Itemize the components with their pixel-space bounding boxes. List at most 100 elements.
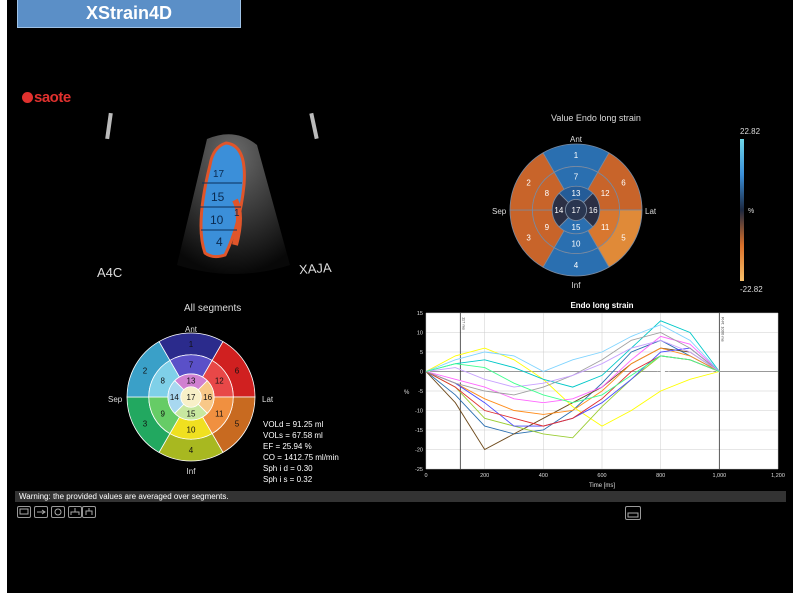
usb-icon[interactable]	[34, 506, 48, 518]
monitor-icon[interactable]	[17, 506, 31, 518]
bullseye-label-9: 9	[161, 409, 166, 418]
param-vols: VOLs = 67.58 ml	[263, 431, 323, 440]
bullseye-label-1: 1	[574, 151, 579, 160]
strain-series-10	[425, 324, 720, 372]
bullseye-label-16: 16	[203, 393, 212, 402]
bullseye-label-14: 14	[170, 393, 179, 402]
echo-segment-4: 4	[216, 235, 223, 249]
x-tick-label: 400	[539, 473, 548, 479]
bullseye-label-9: 9	[545, 223, 550, 232]
echo-segment-15: 15	[211, 190, 225, 204]
y-tick-label: 5	[420, 350, 423, 356]
param-vold: VOLd = 91.25 ml	[263, 420, 324, 429]
param-sphid: Sph i d = 0.30	[263, 464, 313, 473]
strain-series-13	[425, 355, 720, 404]
time-marker-label: R-R: 1000 ms	[720, 317, 725, 342]
x-tick-label: 200	[480, 473, 489, 479]
bullseye-label-7: 7	[189, 360, 194, 369]
bullseye-label-3: 3	[526, 233, 531, 242]
logo-dot-icon	[22, 92, 33, 103]
value-bullseye-sep-label: Sep	[492, 207, 507, 216]
bullseye-label-4: 4	[574, 261, 579, 270]
bullseye-label-12: 12	[215, 377, 224, 386]
bullseye-label-17: 17	[572, 206, 581, 215]
scale-unit-label: %	[748, 208, 754, 215]
param-sphis: Sph i s = 0.32	[263, 475, 313, 484]
echo-segment-17: 17	[213, 169, 225, 180]
value-bullseye-inf-label: Inf	[572, 281, 582, 290]
bullseye-label-2: 2	[526, 179, 531, 188]
bullseye-label-7: 7	[574, 172, 579, 181]
scale-max-label: 22.82	[740, 127, 761, 136]
lateral-wall-overlay	[232, 198, 242, 246]
strain-series-12	[425, 339, 720, 388]
view-label-a4c: A4C	[97, 265, 122, 280]
app-title: XStrain4D	[17, 0, 241, 28]
bullseye-label-16: 16	[589, 206, 598, 215]
time-marker-label: 117 ms	[461, 317, 466, 330]
segment-bullseye-sep-label: Sep	[108, 395, 123, 404]
bullseye-label-17: 17	[187, 393, 196, 402]
echo-view[interactable]: 17 15 10 4 1 A4C XAJA	[85, 105, 375, 295]
bullseye-label-10: 10	[187, 426, 196, 435]
bullseye-label-8: 8	[545, 189, 550, 198]
strain-line-chart[interactable]: Endo long strain Time [ms] % 15 10 5 0 -5 -10…	[398, 298, 792, 490]
y-tick-label: -5	[418, 389, 423, 395]
bullseye-label-13: 13	[187, 376, 196, 385]
x-tick-label: 1,000	[712, 473, 726, 479]
strain-series-0	[425, 366, 720, 404]
volume-parameters: VOLd = 91.25 ml VOLs = 67.58 ml EF = 25.…	[263, 419, 339, 485]
segment-bullseye-ant-label: Ant	[185, 325, 198, 334]
y-tick-label: 15	[417, 311, 423, 317]
bullseye-label-3: 3	[143, 420, 148, 429]
y-tick-label: -10	[415, 409, 423, 415]
bullseye-label-2: 2	[143, 366, 148, 375]
x-tick-label: 800	[656, 473, 665, 479]
window-frame-left	[0, 0, 7, 600]
strain-series-4	[425, 347, 720, 427]
window-frame-bottom	[0, 593, 800, 600]
x-tick-label: 1,200	[771, 473, 785, 479]
bullseye-label-1: 1	[189, 340, 194, 349]
bullseye-label-12: 12	[601, 189, 610, 198]
bullseye-label-5: 5	[621, 233, 626, 242]
y-tick-label: 10	[417, 331, 423, 337]
bullseye-label-6: 6	[235, 366, 240, 375]
bullseye-segment-17	[565, 199, 587, 221]
segment-bullseye-title: All segments	[184, 303, 242, 314]
camera-icon[interactable]	[51, 506, 65, 518]
warning-message: Warning: the provided values are average…	[15, 491, 786, 502]
probe-marker-right	[309, 112, 319, 140]
tree-icon[interactable]	[82, 506, 96, 518]
chart-ylabel: %	[404, 390, 410, 396]
network-icon[interactable]	[68, 506, 82, 518]
x-tick-label: 0	[424, 473, 427, 479]
y-tick-label: -15	[415, 428, 423, 434]
strain-series-8	[425, 320, 720, 388]
bullseye-label-14: 14	[554, 206, 563, 215]
logo-text: saote	[34, 89, 71, 106]
value-bullseye-ant-label: Ant	[570, 135, 583, 144]
probe-marker-left	[105, 112, 113, 140]
drive-icon[interactable]	[625, 506, 641, 520]
y-tick-label: 0	[420, 370, 423, 376]
brand-logo: saote	[22, 89, 71, 106]
strain-series-9	[425, 335, 720, 404]
bullseye-label-5: 5	[235, 420, 240, 429]
segment-bullseye-lat-label: Lat	[262, 395, 274, 404]
bullseye-label-4: 4	[189, 446, 194, 455]
window-frame-right	[793, 0, 800, 600]
value-bullseye-title: Value Endo long strain	[551, 113, 641, 123]
x-tick-label: 600	[597, 473, 606, 479]
value-bullseye-lat-label: Lat	[645, 207, 657, 216]
bullseye-label-11: 11	[215, 409, 224, 418]
view-label-right: XAJA	[298, 260, 332, 277]
bullseye-label-15: 15	[572, 223, 581, 232]
echo-segment-1: 1	[234, 208, 240, 219]
bullseye-label-15: 15	[187, 410, 196, 419]
bullseye-label-6: 6	[621, 179, 626, 188]
y-tick-label: -25	[415, 467, 423, 473]
